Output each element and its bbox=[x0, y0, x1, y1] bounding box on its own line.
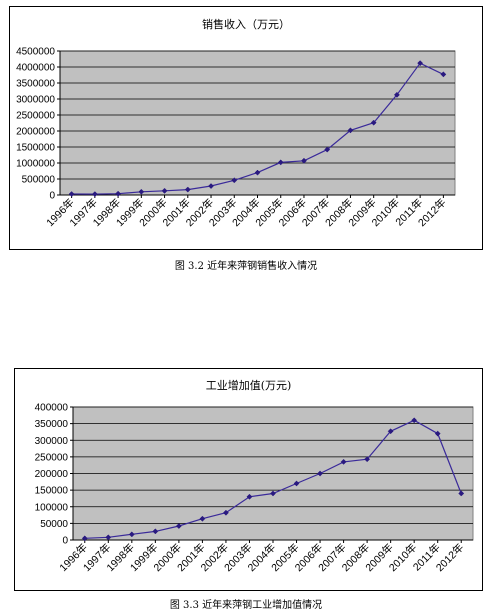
data-point-marker bbox=[91, 191, 98, 198]
data-point-marker bbox=[152, 528, 159, 535]
y-tick-label: 100000 bbox=[35, 502, 69, 513]
y-tick-label: 4500000 bbox=[16, 47, 55, 58]
data-point-marker bbox=[417, 60, 424, 67]
data-point-marker bbox=[411, 417, 418, 424]
data-point-marker bbox=[340, 458, 347, 465]
data-point-marker bbox=[231, 177, 238, 184]
data-point-marker bbox=[199, 515, 206, 522]
y-tick-label: 1500000 bbox=[16, 143, 55, 154]
data-point-marker bbox=[387, 428, 394, 435]
data-point-marker bbox=[161, 187, 168, 194]
data-point-marker bbox=[458, 490, 465, 497]
y-tick-label: 0 bbox=[62, 536, 68, 547]
figure-caption-3-2: 图 3.2 近年来萍钢销售收入情况 bbox=[174, 261, 318, 272]
data-point-marker bbox=[115, 190, 122, 197]
data-point-marker bbox=[81, 535, 88, 542]
sales-revenue-plot: 0 500000 1000000 1500000 2000000 2500000 30000… bbox=[16, 47, 456, 229]
y-tick-label: 50000 bbox=[40, 519, 68, 530]
data-point-marker bbox=[138, 188, 145, 195]
data-point-marker bbox=[364, 456, 371, 463]
y-tick-label: 1000000 bbox=[16, 159, 55, 170]
data-point-marker bbox=[440, 71, 447, 78]
data-point-marker bbox=[270, 490, 276, 497]
data-point-marker bbox=[128, 531, 135, 538]
chart-title: 工业增加值(万元) bbox=[205, 379, 292, 392]
data-point-marker bbox=[105, 534, 112, 541]
data-point-marker bbox=[68, 191, 75, 197]
data-point-marker bbox=[184, 186, 191, 193]
industrial-value-added-plot: 0 50000 100000 150000 200000 250000 300000 3500… bbox=[35, 403, 474, 574]
data-point-marker bbox=[324, 146, 331, 153]
data-point-marker bbox=[254, 169, 261, 176]
y-tick-label: 250000 bbox=[35, 452, 69, 463]
y-tick-label: 3000000 bbox=[16, 95, 55, 106]
data-point-marker bbox=[293, 480, 300, 487]
y-tick-label: 400000 bbox=[35, 403, 69, 414]
data-point-marker bbox=[222, 509, 229, 516]
figure-caption-3-3: 图 3.3 近年来萍钢工业增加值情况 bbox=[169, 600, 323, 611]
data-point-marker bbox=[434, 430, 441, 437]
industrial-value-added-chart: 工业增加值(万元) 0 50000 100000 150000 200000 250000… bbox=[14, 368, 483, 591]
data-point-marker bbox=[317, 470, 324, 477]
y-tick-label: 0 bbox=[49, 191, 55, 202]
data-point-marker bbox=[246, 493, 253, 500]
data-point-marker bbox=[277, 159, 284, 166]
y-tick-label: 350000 bbox=[35, 419, 69, 430]
data-point-marker bbox=[370, 119, 377, 126]
sales-revenue-chart: 销售收入（万元） 0 500000 1000000 1500000 2000000 250… bbox=[9, 6, 483, 250]
y-tick-label: 300000 bbox=[35, 436, 69, 447]
y-tick-label: 200000 bbox=[35, 469, 69, 480]
data-point-marker bbox=[347, 127, 354, 134]
data-point-marker bbox=[301, 157, 307, 164]
y-tick-label: 3500000 bbox=[16, 79, 55, 90]
y-tick-label: 500000 bbox=[22, 175, 56, 186]
data-point-marker bbox=[393, 91, 400, 98]
y-tick-label: 2500000 bbox=[16, 111, 55, 122]
y-tick-label: 4000000 bbox=[16, 63, 55, 74]
chart-title: 销售收入（万元） bbox=[202, 18, 290, 31]
data-point-marker bbox=[208, 183, 214, 189]
y-tick-label: 150000 bbox=[35, 486, 69, 497]
y-tick-label: 2000000 bbox=[16, 127, 55, 138]
data-point-marker bbox=[175, 523, 182, 529]
